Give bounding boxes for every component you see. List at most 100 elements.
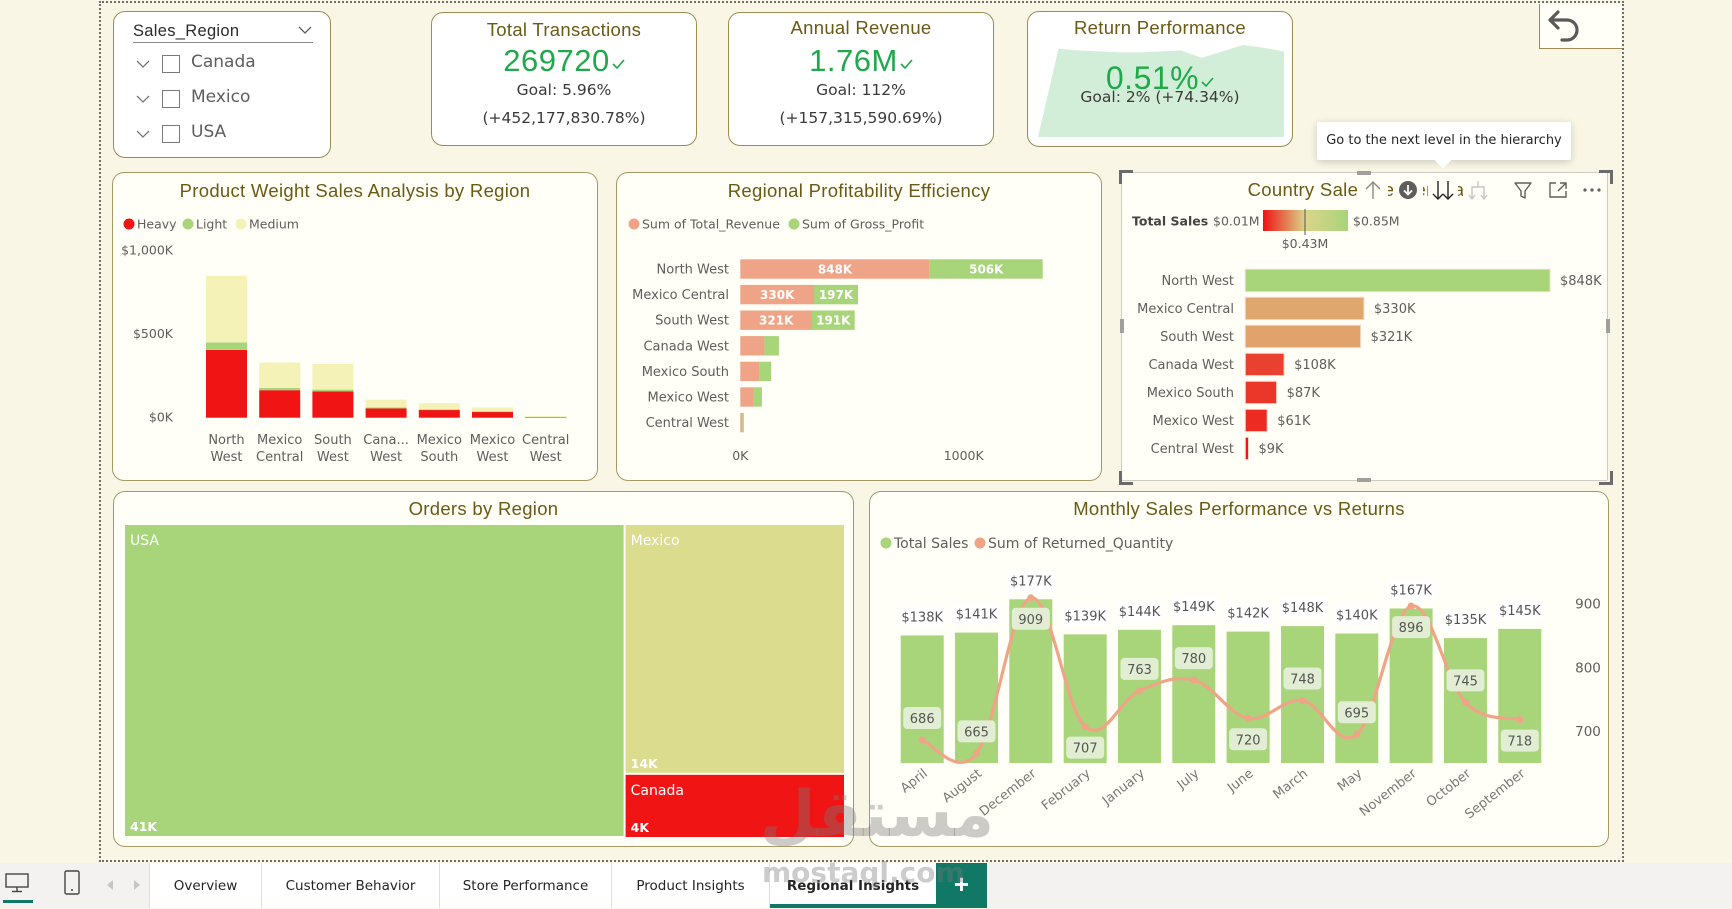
bar-segment-sum-of-total-revenue[interactable] — [740, 361, 760, 382]
bar-segment-sum-of-gross-profit[interactable] — [759, 361, 772, 382]
bar[interactable] — [1244, 436, 1250, 461]
line-point[interactable] — [1516, 716, 1524, 724]
expand-chevron-icon[interactable] — [136, 129, 150, 139]
bar-segment-medium[interactable] — [525, 416, 567, 417]
next-level-button[interactable] — [1428, 178, 1458, 202]
bar-segment-sum-of-total-revenue[interactable] — [740, 284, 814, 305]
line-point[interactable] — [1190, 676, 1198, 684]
legend-marker-sum-of-returned-quantity[interactable] — [974, 537, 986, 549]
mobile-layout-icon[interactable] — [64, 870, 80, 895]
tab-customer-behavior[interactable]: Customer Behavior — [261, 863, 439, 908]
bar-segment-medium[interactable] — [365, 399, 407, 408]
desktop-layout-icon[interactable] — [5, 873, 29, 893]
bar[interactable] — [1244, 408, 1268, 433]
focus-mode-button[interactable] — [1543, 178, 1573, 202]
add-page-button[interactable]: + — [936, 863, 987, 908]
tab-overview[interactable]: Overview — [149, 863, 261, 908]
country-sales-chart-panel[interactable]: Country Sales Leaderboard Total Sales$0.… — [1121, 172, 1608, 481]
line-point[interactable] — [973, 749, 980, 757]
legend-marker-sum-of-gross-profit[interactable] — [788, 218, 800, 230]
expand-chevron-icon[interactable] — [136, 94, 150, 104]
legend-marker-light[interactable] — [182, 218, 194, 230]
resize-handle-bottom[interactable] — [1357, 478, 1371, 482]
bar-segment-heavy[interactable] — [259, 390, 301, 418]
line-point[interactable] — [1081, 723, 1089, 731]
bar[interactable] — [1244, 352, 1285, 377]
kpi-annual-revenue[interactable]: Annual Revenue 1.76M Goal: 112% (+157,31… — [728, 12, 994, 146]
bar-segment-sum-of-total-revenue[interactable] — [740, 310, 812, 330]
sales-region-slicer[interactable]: Sales_Region Canada Mexico USA — [113, 11, 331, 158]
bar-segment-heavy[interactable] — [365, 408, 407, 418]
tab-store-performance[interactable]: Store Performance — [439, 863, 611, 908]
bar-segment-sum-of-gross-profit[interactable] — [929, 259, 1043, 279]
resize-handle-bottom-right[interactable] — [1599, 471, 1613, 485]
resize-handle-right[interactable] — [1606, 319, 1610, 333]
slicer-item-mexico[interactable]: Mexico — [136, 87, 316, 115]
legend-label-heavy[interactable]: Heavy — [137, 217, 177, 232]
resize-handle-top[interactable] — [1357, 171, 1371, 175]
checkbox[interactable] — [162, 55, 180, 73]
bar-segment-light[interactable] — [365, 407, 407, 409]
bar-segment-sum-of-total-revenue[interactable] — [740, 387, 754, 407]
legend-label-medium[interactable]: Medium — [249, 217, 299, 232]
line-point[interactable] — [1462, 698, 1469, 706]
line-point[interactable] — [1244, 714, 1252, 722]
bar-segment-sum-of-gross-profit[interactable] — [764, 336, 779, 356]
monthly-sales-returns-panel[interactable]: Monthly Sales Performance vs Returns Tot… — [869, 491, 1609, 847]
bar-total-sales[interactable] — [1335, 633, 1379, 764]
kpi-total-transactions[interactable]: Total Transactions 269720 Goal: 5.96% (+… — [431, 12, 697, 146]
more-options-button[interactable] — [1577, 178, 1607, 202]
bar-total-sales[interactable] — [1281, 626, 1324, 763]
bar-segment-sum-of-gross-profit[interactable] — [742, 412, 744, 433]
bar-total-sales[interactable] — [1172, 625, 1216, 763]
product-weight-chart-panel[interactable]: Product Weight Sales Analysis by Region … — [112, 172, 598, 481]
line-point[interactable] — [1027, 594, 1035, 602]
undo-button[interactable] — [1539, 4, 1622, 49]
bar-total-sales[interactable] — [900, 635, 944, 763]
checkbox[interactable] — [162, 125, 180, 143]
regional-profitability-chart-panel[interactable]: Regional Profitability Efficiency Sum of… — [616, 172, 1102, 481]
legend-label-sum-of-returned-quantity[interactable]: Sum of Returned_Quantity — [988, 536, 1173, 552]
orders-by-region-panel[interactable]: Orders by Region USA 41K Mexico 14K Canada 4K — [113, 491, 854, 847]
bar-segment-light[interactable] — [472, 411, 513, 413]
line-point[interactable] — [1353, 730, 1361, 738]
bar-segment-medium[interactable] — [206, 275, 247, 343]
bar-segment-sum-of-gross-profit[interactable] — [753, 387, 762, 407]
bar-segment-light[interactable] — [312, 389, 354, 392]
legend-marker-total-sales[interactable] — [880, 537, 892, 549]
expand-chevron-icon[interactable] — [136, 59, 150, 69]
bar-segment-medium[interactable] — [418, 403, 460, 410]
bar-segment-medium[interactable] — [312, 364, 354, 390]
legend-label-sum-of-total-revenue[interactable]: Sum of Total_Revenue — [642, 217, 780, 232]
slicer-item-usa[interactable]: USA — [136, 122, 316, 150]
filter-button[interactable] — [1508, 178, 1538, 202]
treemap-tile-mexico[interactable] — [625, 525, 844, 773]
line-point[interactable] — [918, 736, 926, 744]
legend-marker-medium[interactable] — [235, 218, 247, 230]
bar-segment-heavy[interactable] — [472, 411, 513, 418]
resize-handle-top-left[interactable] — [1119, 170, 1133, 184]
line-point[interactable] — [1299, 697, 1306, 704]
resize-handle-top-right[interactable] — [1599, 170, 1613, 184]
bar-segment-light[interactable] — [259, 387, 301, 391]
bar-segment-sum-of-total-revenue[interactable] — [740, 259, 930, 279]
bar-segment-heavy[interactable] — [312, 391, 354, 418]
bar-total-sales[interactable] — [955, 632, 998, 763]
bar[interactable] — [1244, 296, 1365, 321]
bar-total-sales[interactable] — [1118, 629, 1161, 763]
slicer-dropdown-chevron-icon[interactable] — [298, 25, 312, 35]
checkbox[interactable] — [162, 90, 180, 108]
treemap-tile-canada[interactable] — [625, 774, 844, 837]
drill-up-button[interactable] — [1358, 178, 1388, 202]
bar[interactable] — [1244, 268, 1551, 293]
bar[interactable] — [1244, 324, 1362, 349]
bar-segment-heavy[interactable] — [418, 409, 460, 418]
kpi-return-performance[interactable]: Return Performance 0.51% Goal: 2% (+74.3… — [1027, 11, 1293, 147]
next-page-arrow-icon[interactable] — [133, 879, 141, 891]
resize-handle-bottom-left[interactable] — [1119, 471, 1133, 485]
legend-label-light[interactable]: Light — [196, 217, 227, 232]
bar-segment-sum-of-gross-profit[interactable] — [812, 310, 855, 330]
tab-regional-insights[interactable]: Regional Insights — [769, 863, 936, 908]
slicer-item-canada[interactable]: Canada — [136, 52, 316, 80]
bar-segment-sum-of-gross-profit[interactable] — [814, 284, 858, 305]
